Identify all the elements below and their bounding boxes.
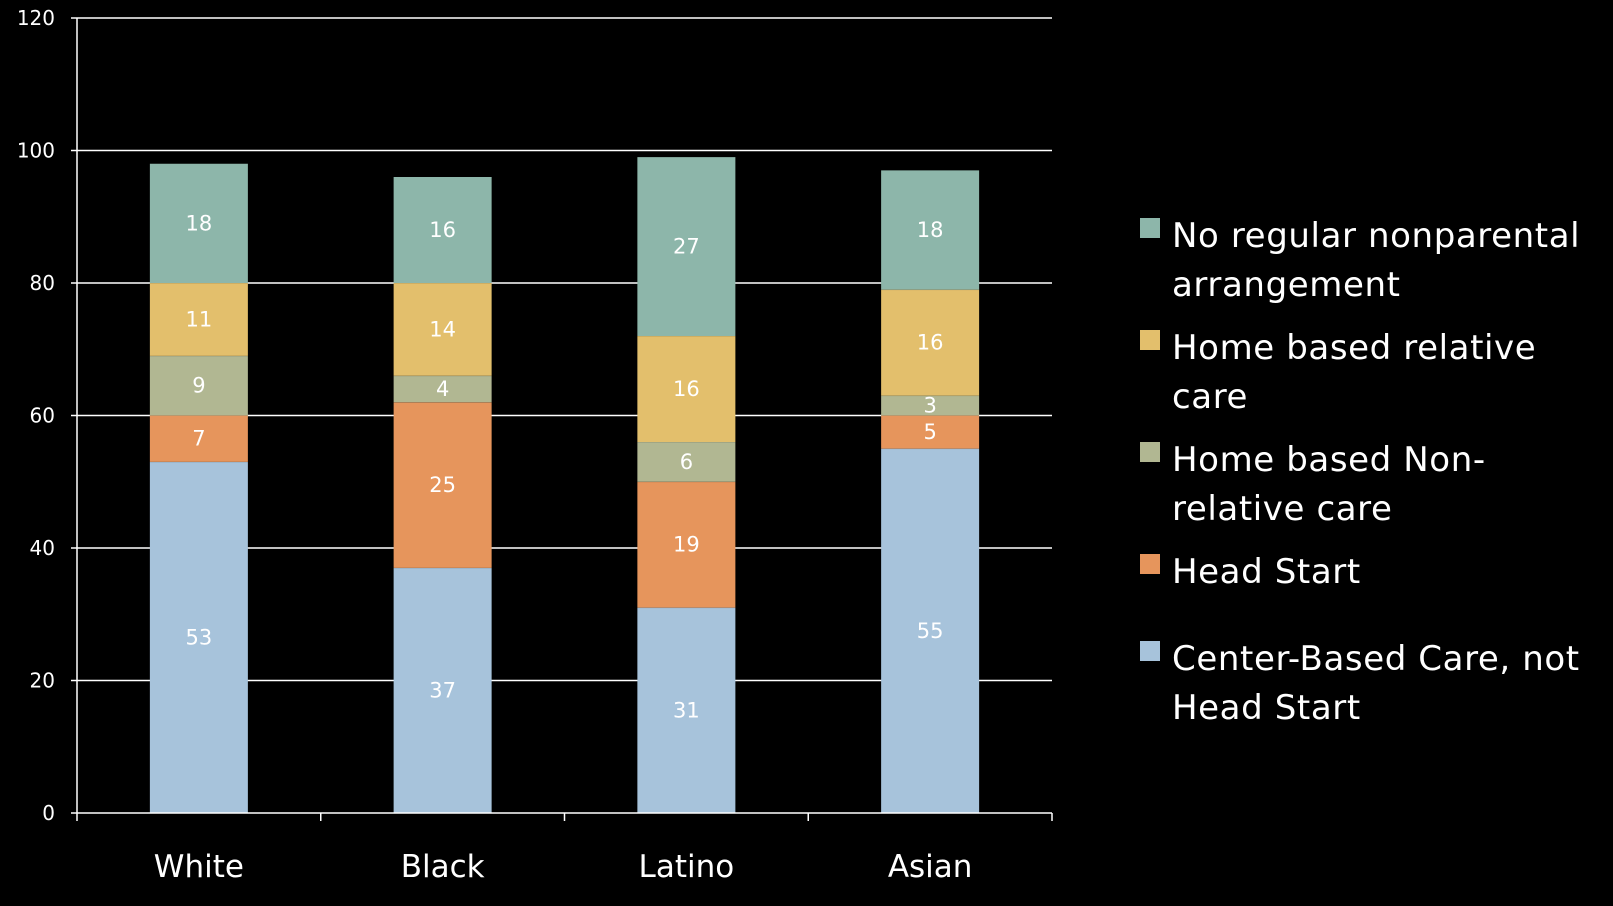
bar-segment [637, 336, 736, 442]
legend-swatch [1140, 641, 1160, 661]
legend-swatch [1140, 218, 1160, 238]
bar-segment [393, 375, 492, 403]
legend-label: No regular nonparental arrangement [1172, 216, 1581, 305]
bar-segment [881, 448, 980, 813]
data-label: 18 [917, 218, 944, 242]
bar-segment [637, 607, 736, 813]
data-label: 37 [429, 678, 456, 702]
data-label: 16 [673, 377, 700, 401]
y-tick-label: 40 [30, 536, 55, 560]
bars [149, 157, 980, 813]
x-category-label: Latino [639, 849, 735, 885]
data-label: 27 [673, 235, 700, 259]
x-category-label: White [154, 849, 244, 885]
y-tick-label: 120 [17, 6, 55, 30]
bar-segment [637, 157, 736, 336]
data-label: 5 [923, 420, 936, 444]
bar-segment [881, 415, 980, 449]
x-category-label: Asian [888, 849, 973, 885]
y-tick-label: 80 [30, 271, 55, 295]
y-tick-label: 20 [30, 669, 55, 693]
bar-segment [393, 283, 492, 376]
y-tick-label: 0 [42, 801, 55, 825]
legend-label: Center-Based Care, not Head Start [1172, 639, 1580, 728]
data-label: 19 [673, 533, 700, 557]
bar-segment [149, 415, 248, 462]
legend-swatch [1140, 554, 1160, 574]
legend-item: Home based relative care [1140, 324, 1610, 422]
y-tick-label: 60 [30, 404, 55, 428]
data-label: 16 [429, 218, 456, 242]
bar-segment [393, 567, 492, 813]
bar-segment [393, 402, 492, 568]
bar-segment [637, 481, 736, 608]
bar-segment [881, 395, 980, 416]
data-label: 16 [917, 331, 944, 355]
data-label: 9 [192, 374, 205, 398]
data-label: 55 [917, 619, 944, 643]
bar-segment [149, 283, 248, 356]
y-tick-label: 100 [17, 139, 55, 163]
data-label: 6 [680, 450, 693, 474]
data-label: 3 [923, 394, 936, 418]
bar-segment [149, 163, 248, 283]
legend-swatch [1140, 330, 1160, 350]
data-label: 18 [186, 211, 213, 235]
legend-item: Center-Based Care, not Head Start [1140, 635, 1610, 733]
legend: No regular nonparental arrangement Home b… [1140, 212, 1610, 733]
data-label: 7 [192, 427, 205, 451]
bar-segment [149, 355, 248, 416]
bar-segment [637, 442, 736, 482]
data-label: 4 [436, 377, 449, 401]
bar-segment [393, 177, 492, 283]
legend-label: Head Start [1172, 552, 1361, 592]
data-label: 31 [673, 698, 700, 722]
data-label: 14 [429, 317, 456, 341]
bar-segment [881, 170, 980, 290]
legend-item: No regular nonparental arrangement [1140, 212, 1610, 310]
data-label: 25 [429, 473, 456, 497]
legend-label: Home based Non-relative care [1172, 440, 1486, 529]
legend-swatch [1140, 442, 1160, 462]
bar-segment [149, 461, 248, 813]
legend-item: Head Start [1140, 548, 1610, 597]
axes: 0 20 40 60 80 100 120 White Black Latino Asian [17, 6, 1053, 885]
legend-label: Home based relative care [1172, 328, 1537, 417]
data-label: 11 [186, 307, 213, 331]
data-label: 53 [186, 625, 213, 649]
legend-item: Home based Non-relative care [1140, 436, 1610, 534]
bar-segment [881, 289, 980, 396]
x-category-label: Black [401, 849, 485, 885]
